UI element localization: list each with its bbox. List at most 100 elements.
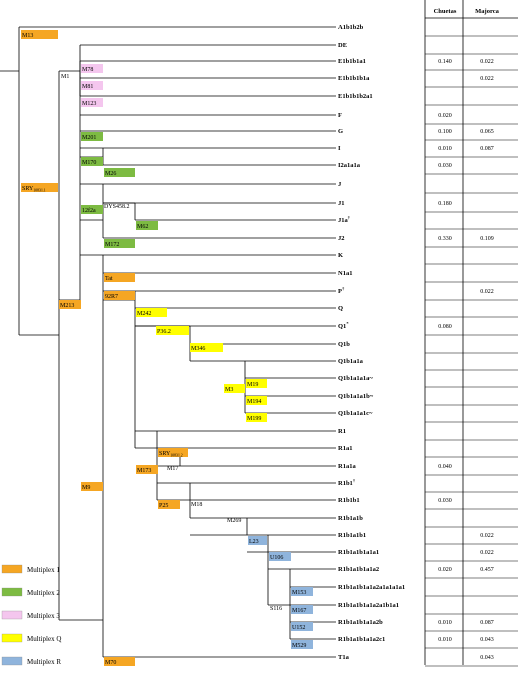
haplogroup-label: R1b1† bbox=[338, 478, 356, 487]
marker-label: 12f2a bbox=[82, 207, 96, 214]
marker-label: M194 bbox=[247, 399, 261, 405]
chuetas-frequency: 0.020 bbox=[438, 113, 452, 119]
haplogroup-label: J2 bbox=[338, 235, 345, 242]
marker-label: M153 bbox=[292, 590, 306, 596]
marker-label: U152 bbox=[292, 625, 305, 631]
marker-box bbox=[136, 465, 158, 474]
legend-label-m2: Multiplex 2 bbox=[27, 589, 60, 597]
legend-swatch-mr bbox=[1, 656, 23, 666]
haplogroup-label: J bbox=[338, 181, 342, 188]
marker-box bbox=[291, 587, 313, 596]
haplogroup-label: I bbox=[338, 145, 341, 152]
haplogroup-label: R1b1a1b1a1a2a1b1a1 bbox=[338, 602, 399, 609]
marker-label: M19 bbox=[247, 382, 258, 388]
marker-box bbox=[81, 98, 103, 107]
haplogroup-label: R1b1a1b1a1a2b bbox=[338, 619, 383, 626]
majorca-frequency: 0.022 bbox=[480, 76, 494, 82]
chuetas-frequency: 0.100 bbox=[438, 129, 452, 135]
haplogroup-superscript: † bbox=[348, 215, 351, 220]
majorca-frequency: 0.043 bbox=[480, 637, 494, 643]
chuetas-frequency: 0.030 bbox=[438, 498, 452, 504]
haplogroup-labels: A1b1b2b DE E1b1b1a1 E1b1b1b1a E1b1b1b2a1 F G I I… bbox=[338, 24, 405, 661]
plain-marker-label: DYS458.2 bbox=[104, 204, 130, 210]
marker-label: L23 bbox=[249, 539, 259, 545]
marker-label: U106 bbox=[270, 555, 283, 561]
marker-box bbox=[158, 448, 188, 457]
haplogroup-superscript: † bbox=[342, 286, 345, 291]
marker-box bbox=[291, 605, 313, 614]
chuetas-frequency: 0.040 bbox=[438, 464, 452, 470]
haplogroup-label: F bbox=[338, 112, 342, 119]
marker-label: M213 bbox=[60, 303, 74, 309]
marker-label: SRY10831.1 bbox=[22, 186, 46, 193]
marker-sry1: SRY10831.1 bbox=[21, 183, 58, 193]
legend-label-mr: Multiplex R bbox=[27, 658, 61, 666]
marker-label: P36.2 bbox=[157, 329, 171, 335]
haplogroup-label: Q1b1a1a1a~ bbox=[338, 375, 373, 382]
haplogroup-label: R1 bbox=[338, 428, 346, 435]
haplogroup-label: R1b1a1b1a1a2 bbox=[338, 566, 379, 573]
marker-sry2: SRY10831.2 bbox=[158, 448, 188, 458]
haplogroup-label: Q bbox=[338, 305, 343, 312]
marker-label: M78 bbox=[82, 67, 93, 73]
marker-box bbox=[81, 482, 103, 491]
marker-box bbox=[81, 157, 103, 166]
marker-l23: L23 bbox=[248, 536, 267, 545]
marker-box bbox=[21, 30, 58, 39]
marker-box bbox=[104, 273, 135, 282]
marker-box bbox=[104, 291, 135, 300]
marker-m172: M172 bbox=[104, 239, 135, 248]
marker-box bbox=[59, 300, 81, 309]
marker-label: M242 bbox=[137, 311, 151, 317]
marker-box bbox=[224, 384, 245, 393]
marker-m167: M167 bbox=[291, 605, 313, 614]
marker-label: M3 bbox=[225, 387, 233, 393]
marker-m123: M123 bbox=[81, 98, 103, 107]
marker-label: M123 bbox=[82, 101, 96, 107]
majorca-frequency: 0.087 bbox=[480, 620, 494, 626]
plain-marker-label: M1 bbox=[61, 74, 69, 80]
marker-m194: M194 bbox=[246, 396, 267, 405]
haplogroup-superscript: * bbox=[346, 321, 349, 326]
marker-m242: M242 bbox=[136, 308, 167, 317]
haplogroup-label: Q1b1a1a1c~ bbox=[338, 410, 373, 417]
marker-p25: P25 bbox=[158, 500, 180, 509]
marker-box bbox=[104, 168, 135, 177]
majorca-frequency: 0.022 bbox=[480, 289, 494, 295]
marker-box bbox=[190, 343, 223, 352]
majorca-frequency: 0.043 bbox=[480, 655, 494, 661]
haplogroup-label: J1a† bbox=[338, 215, 351, 224]
marker-label: M199 bbox=[247, 416, 261, 422]
chuetas-column-header: Chuetas bbox=[434, 8, 457, 15]
majorca-frequency: 0.022 bbox=[480, 550, 494, 556]
marker-label: SRY10831.2 bbox=[159, 451, 183, 458]
marker-m170: M170 bbox=[81, 157, 103, 166]
haplogroup-label: A1b1b2b bbox=[338, 24, 364, 31]
haplogroup-label: R1b1a1b bbox=[338, 515, 363, 522]
marker-u106: U106 bbox=[269, 552, 291, 561]
legend: Multiplex 1 Multiplex 2 Multiplex 3 Multipl… bbox=[1, 564, 61, 666]
marker-p36-2: P36.2 bbox=[156, 326, 189, 335]
marker-label: M26 bbox=[105, 171, 116, 177]
legend-label-m1: Multiplex 1 bbox=[27, 566, 60, 574]
chuetas-frequency: 0.020 bbox=[438, 567, 452, 573]
chuetas-frequency: 0.180 bbox=[438, 201, 452, 207]
tree-lines bbox=[0, 26, 336, 658]
majorca-frequency: 0.022 bbox=[480, 59, 494, 65]
marker-m13: M13 bbox=[21, 30, 58, 39]
marker-box bbox=[81, 205, 103, 214]
marker-label: M201 bbox=[82, 135, 96, 141]
marker-label: M170 bbox=[82, 160, 96, 166]
frequency-values: 0.140 0.022 0.022 0.020 0.100 0.065 0.010 0.087… bbox=[438, 59, 494, 661]
chuetas-frequency: 0.030 bbox=[438, 163, 452, 169]
marker-box bbox=[158, 500, 180, 509]
marker-box bbox=[136, 308, 167, 317]
marker-m81: M81 bbox=[81, 81, 103, 90]
majorca-frequency: 0.022 bbox=[480, 533, 494, 539]
haplogroup-label: Q1b1a1a bbox=[338, 358, 364, 365]
plain-marker-label: S116 bbox=[270, 606, 282, 612]
marker-box bbox=[21, 183, 58, 192]
legend-label-mq: Multiplex Q bbox=[27, 635, 61, 643]
chuetas-frequency: 0.010 bbox=[438, 146, 452, 152]
marker-tat: Tat bbox=[104, 273, 135, 282]
